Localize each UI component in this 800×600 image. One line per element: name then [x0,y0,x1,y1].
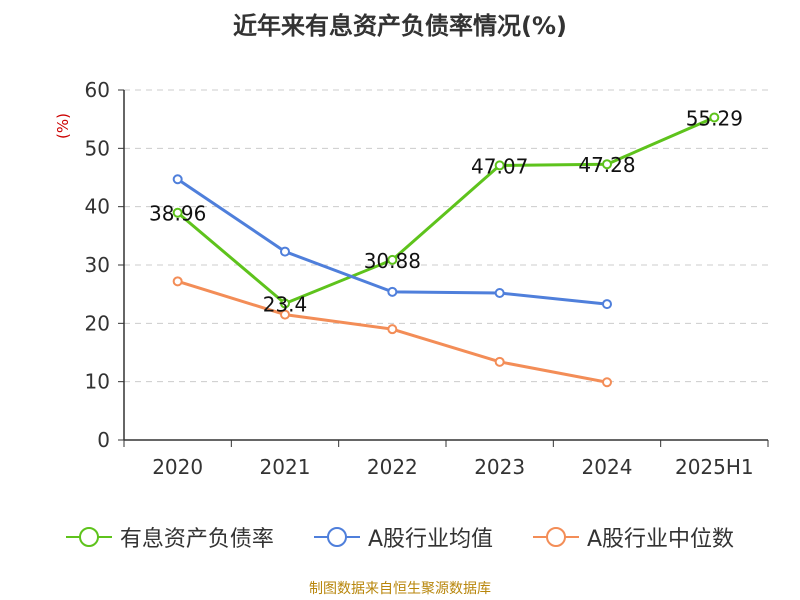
legend-line-marker-icon [313,527,360,547]
y-tick-label: 20 [85,311,110,335]
data-point [280,246,290,257]
data-labels: 38.96 23.4 30.88 47.07 47.28 55.29 [149,106,743,316]
legend-label: A股行业中位数 [587,527,735,552]
y-tick-label: 50 [85,136,110,160]
data-label: 30.88 [364,249,421,273]
line-chart: (%) 0 10 20 30 40 50 60 2020 2021 2022 2023 2024 202… [54,78,769,479]
data-label: 47.28 [578,153,635,177]
x-tick-label: 2025H1 [675,455,754,479]
x-tick-label: 2023 [474,455,525,479]
data-point [602,159,612,170]
gridlines [124,89,768,383]
y-tick-label: 60 [85,78,110,102]
data-point [280,309,290,320]
data-point [387,254,398,265]
source-footer: 制图数据来自恒生聚源数据库 [309,581,491,597]
x-tick-label: 2021 [260,455,311,479]
y-axis-label: (%) [54,113,72,139]
data-label: 47.07 [471,154,528,178]
legend-item-industry-mean[interactable]: A股行业均值 [313,521,493,553]
data-point [602,299,612,310]
legend-line-marker-icon [65,527,112,547]
data-point [494,288,505,298]
data-point [172,174,183,185]
y-tick-label: 30 [85,253,110,277]
x-tick-label: 2020 [152,455,203,479]
data-label: 55.29 [686,106,743,130]
y-tick-label: 10 [85,370,110,394]
data-label: 38.96 [149,202,206,226]
data-point [172,207,183,218]
series-line [176,178,608,306]
data-point [172,276,183,287]
legend-line-marker-icon [533,527,579,547]
data-point [602,377,612,388]
data-point [387,324,398,335]
legend-label: 有息资产负债率 [119,527,274,552]
data-label: 23.4 [263,293,308,317]
data-point [494,160,505,171]
data-point [280,298,290,309]
data-point [494,356,505,367]
data-point [709,112,720,123]
y-tick-label: 0 [97,428,110,452]
x-tick-label: 2022 [367,455,418,479]
legend: 有息资产负债率 A股行业均值 A股行业中位数 [0,520,800,554]
x-tick-label: 2024 [582,455,633,479]
chart-title: 近年来有息资产负债率情况(%) [233,12,567,40]
legend-item-industry-median[interactable]: A股行业中位数 [533,521,734,553]
data-point [387,286,398,297]
series-lines [172,112,720,388]
y-tick-label: 40 [85,195,110,219]
legend-item-debt-ratio[interactable]: 有息资产负债率 [65,521,274,553]
legend-label: A股行业均值 [367,527,493,552]
axes: 0 10 20 30 40 50 60 2020 2021 2022 2023 2024 2025H1 [85,78,769,479]
series-line [176,116,715,305]
